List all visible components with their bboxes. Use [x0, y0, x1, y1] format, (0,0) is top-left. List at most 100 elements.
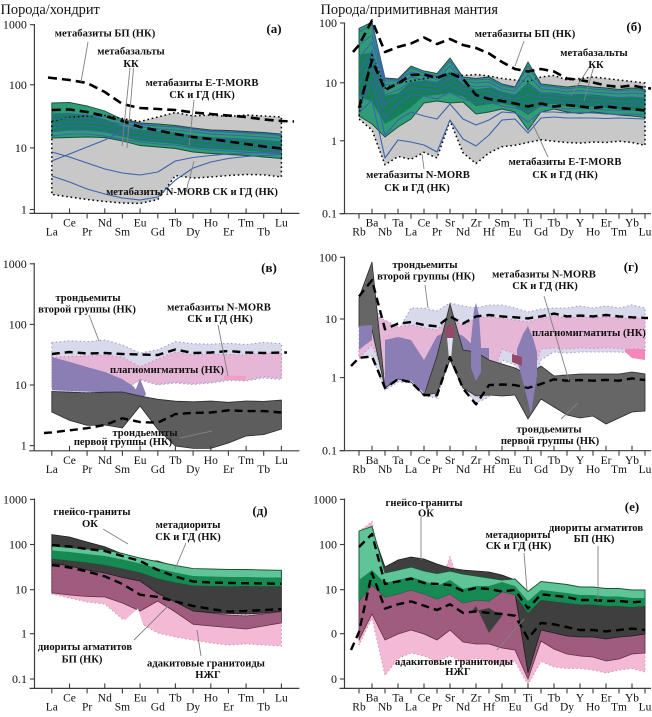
svg-text:Sm: Sm — [494, 455, 509, 467]
svg-text:СК и ГД (НК): СК и ГД (НК) — [512, 281, 578, 292]
svg-text:10: 10 — [15, 141, 27, 155]
svg-text:La: La — [46, 464, 58, 476]
svg-text:Y: Y — [576, 693, 585, 705]
svg-text:Nd: Nd — [98, 693, 112, 705]
svg-text:Yb: Yb — [625, 455, 639, 467]
svg-text:Ho: Ho — [204, 693, 218, 705]
svg-text:1: 1 — [21, 627, 27, 641]
svg-text:Tm: Tm — [611, 702, 627, 714]
svg-text:Sm: Sm — [115, 702, 130, 714]
svg-text:10: 10 — [15, 583, 27, 597]
svg-text:Rb: Rb — [352, 227, 366, 239]
svg-text:1: 1 — [21, 439, 27, 453]
svg-text:метадиориты: метадиориты — [486, 530, 551, 541]
svg-text:КК: КК — [588, 60, 604, 71]
svg-text:Zr: Zr — [471, 693, 482, 705]
svg-text:Tb: Tb — [169, 693, 182, 705]
svg-text:Sm: Sm — [494, 693, 509, 705]
svg-text:Gd: Gd — [151, 227, 165, 239]
svg-text:1000: 1000 — [3, 18, 27, 32]
svg-text:Zr: Zr — [471, 218, 482, 230]
svg-text:Tm: Tm — [238, 693, 254, 705]
svg-text:Yb: Yb — [625, 218, 639, 230]
svg-text:ОК: ОК — [418, 509, 434, 520]
svg-text:(б): (б) — [626, 19, 641, 34]
svg-text:Ta: Ta — [392, 455, 403, 467]
svg-text:Nb: Nb — [378, 464, 392, 476]
svg-text:1000: 1000 — [3, 257, 27, 271]
svg-text:Nd: Nd — [456, 702, 470, 714]
svg-text:метабазиты БП (НК): метабазиты БП (НК) — [55, 29, 156, 40]
svg-text:второй группы (НК): второй группы (НК) — [38, 305, 136, 316]
svg-text:БП (НК): БП (НК) — [62, 655, 103, 666]
svg-text:Sr: Sr — [445, 455, 455, 467]
svg-text:0: 0 — [331, 672, 337, 686]
svg-text:(г): (г) — [624, 259, 639, 274]
svg-text:метабазиты N-MORB: метабазиты N-MORB — [366, 170, 470, 181]
svg-text:Gd: Gd — [151, 464, 165, 476]
svg-text:Tb: Tb — [548, 693, 561, 705]
svg-text:100: 100 — [9, 78, 27, 92]
svg-text:Ta: Ta — [392, 693, 403, 705]
svg-text:Nb: Nb — [378, 227, 392, 239]
svg-text:Dy: Dy — [560, 702, 574, 714]
svg-text:метадиориты: метадиориты — [156, 520, 221, 531]
svg-text:0: 0 — [331, 627, 337, 641]
svg-text:Gd: Gd — [534, 702, 548, 714]
svg-text:Pr: Pr — [82, 702, 92, 714]
svg-text:10: 10 — [325, 76, 337, 90]
svg-text:La: La — [405, 702, 417, 714]
svg-text:100: 100 — [319, 538, 337, 552]
svg-text:Ce: Ce — [418, 218, 431, 230]
svg-text:Pr: Pr — [432, 464, 442, 476]
svg-text:трондьемиты: трондьемиты — [112, 428, 177, 439]
svg-text:гнейсо-граниты: гнейсо-граниты — [386, 498, 463, 509]
svg-text:Порода/примитивная мантия: Порода/примитивная мантия — [321, 2, 499, 18]
svg-text:КК: КК — [123, 59, 139, 70]
svg-text:диориты агматитов: диориты агматитов — [549, 523, 643, 534]
svg-text:диориты агматитов: диориты агматитов — [38, 642, 132, 653]
svg-text:Dy: Dy — [560, 227, 574, 239]
svg-text:La: La — [405, 227, 417, 239]
svg-text:Hf: Hf — [483, 464, 495, 476]
svg-text:Pr: Pr — [432, 702, 442, 714]
svg-text:НЖГ: НЖГ — [195, 670, 221, 681]
svg-text:10: 10 — [325, 583, 337, 597]
svg-text:Er: Er — [223, 464, 234, 476]
svg-text:Ti: Ti — [523, 455, 533, 467]
svg-text:НЖГ: НЖГ — [445, 667, 471, 678]
svg-text:первой группы (НК): первой группы (НК) — [74, 437, 173, 448]
svg-text:Ce: Ce — [63, 455, 76, 467]
svg-text:Er: Er — [601, 693, 612, 705]
svg-text:Lu: Lu — [275, 693, 288, 705]
svg-text:Tb: Tb — [169, 218, 182, 230]
svg-text:100: 100 — [9, 538, 27, 552]
svg-text:Lu: Lu — [639, 464, 652, 476]
svg-text:Ce: Ce — [418, 693, 431, 705]
svg-text:Ce: Ce — [63, 693, 76, 705]
svg-text:Tm: Tm — [611, 227, 627, 239]
svg-text:Lu: Lu — [639, 227, 652, 239]
svg-text:Tb: Tb — [548, 455, 561, 467]
svg-text:Ba: Ba — [366, 693, 379, 705]
svg-text:метабазиты E-T-MORB: метабазиты E-T-MORB — [509, 157, 622, 168]
svg-text:адакитовые гранитоиды: адакитовые гранитоиды — [147, 659, 265, 670]
svg-text:Eu: Eu — [509, 702, 522, 714]
svg-text:1: 1 — [21, 203, 27, 217]
svg-text:100: 100 — [9, 317, 27, 331]
svg-text:Ba: Ba — [366, 455, 379, 467]
svg-text:Dy: Dy — [560, 464, 574, 476]
svg-text:Sm: Sm — [494, 218, 509, 230]
svg-text:Tb: Tb — [548, 218, 561, 230]
svg-text:Ti: Ti — [523, 693, 533, 705]
svg-text:Gd: Gd — [534, 464, 548, 476]
svg-text:Eu: Eu — [134, 218, 147, 230]
svg-text:адакитовые гранитоиды: адакитовые гранитоиды — [395, 657, 513, 668]
svg-text:Ta: Ta — [392, 218, 403, 230]
svg-text:Eu: Eu — [134, 455, 147, 467]
svg-text:0.1: 0.1 — [322, 444, 337, 458]
svg-text:ОК: ОК — [82, 519, 98, 530]
svg-text:Ho: Ho — [204, 455, 218, 467]
svg-text:Sr: Sr — [445, 693, 455, 705]
svg-text:метабазиты N-MORB: метабазиты N-MORB — [492, 270, 596, 281]
